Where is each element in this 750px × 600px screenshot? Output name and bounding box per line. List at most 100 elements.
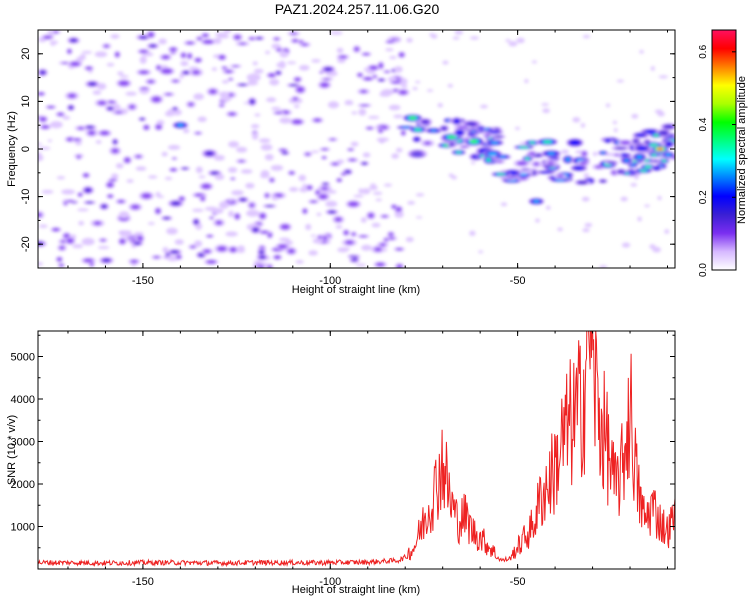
spectrogram-contour — [545, 205, 551, 210]
snr-x-label: Height of straight line (km) — [292, 584, 420, 596]
spectrogram-contour — [130, 259, 139, 264]
spectrogram-contour — [38, 262, 43, 266]
snr-y-tick-label: 5000 — [11, 352, 35, 364]
spectrogram-contour — [198, 253, 204, 257]
spectrogram-contour — [302, 208, 308, 214]
spectrogram-contour — [488, 131, 499, 134]
spectrogram-contour — [541, 171, 551, 174]
spectrogram-contour — [236, 146, 248, 153]
spectrogram-contour — [209, 216, 214, 219]
spectrogram-contour — [276, 71, 281, 75]
spectrogram-contour — [278, 237, 291, 242]
spectrogram-contour — [363, 77, 373, 81]
spectrogram-contour — [633, 139, 639, 144]
spectrogram-contour — [464, 137, 470, 141]
spectrogram-contour — [286, 61, 297, 65]
spectrogram-contour — [650, 66, 655, 71]
spectrogram-contour — [74, 140, 82, 146]
spectrogram-contour — [664, 229, 670, 234]
spectrogram-contour — [176, 254, 182, 260]
spectrogram-contour — [258, 265, 265, 268]
spectrogram-contour — [206, 234, 213, 238]
spectrogram-contour — [182, 128, 190, 134]
spectrogram-contour — [218, 55, 226, 60]
spectrogram-contour — [378, 62, 384, 69]
spectrogram-contour — [56, 176, 66, 180]
snr-background — [38, 331, 675, 569]
spectrogram-contour — [612, 120, 617, 125]
spectrogram-contour — [41, 189, 54, 194]
spectrogram-contour — [158, 38, 167, 45]
spectrogram-contour — [239, 84, 246, 86]
spectrogram-contour — [260, 230, 269, 234]
spectrogram-contour — [81, 237, 95, 246]
spectrogram-contour — [541, 103, 550, 106]
spectrogram-contour — [651, 153, 657, 156]
spectrogram-contour — [57, 112, 64, 116]
spectrogram-contour — [581, 151, 587, 157]
spectrogram-contour — [253, 68, 264, 74]
spectrogram-contour — [379, 79, 384, 81]
spectrogram-contour — [437, 103, 443, 108]
spectrogram-contour — [73, 138, 81, 141]
spectrogram-contour — [231, 65, 240, 68]
spectrogram-contour — [140, 87, 149, 90]
spectrogram-contour — [556, 175, 564, 179]
spectrogram-contour — [66, 237, 74, 244]
spectrogram-contour — [321, 148, 329, 151]
spectrogram-contour — [547, 160, 555, 164]
spectrogram-contour — [666, 142, 672, 146]
spectrogram-contour — [525, 157, 530, 160]
spectrogram-contour — [301, 43, 309, 47]
spectrogram-contour — [130, 204, 140, 210]
spectrogram-contour — [97, 246, 110, 250]
spectrogram-contour — [93, 221, 102, 226]
spectrogram-contour — [415, 80, 421, 84]
spectrogram-contour — [514, 126, 521, 130]
spectrogram-contour — [361, 244, 372, 251]
spectrogram-contour — [185, 41, 195, 45]
spectrogram-y-tick-label: -10 — [20, 189, 32, 205]
spectrogram-contour — [357, 73, 363, 77]
spectrogram-contour — [292, 97, 298, 101]
spectrogram-contour — [38, 242, 43, 246]
spectrogram-contour — [38, 224, 48, 228]
spectrogram-contour — [50, 121, 63, 129]
spectrogram-contour — [258, 138, 271, 143]
spectrogram-contour — [92, 90, 102, 95]
spectrogram-contour — [287, 248, 295, 254]
spectrogram-contour — [533, 162, 540, 166]
spectrogram-contour — [320, 82, 330, 88]
spectrogram-contour — [260, 144, 273, 151]
spectrogram-contour — [177, 123, 184, 127]
spectrogram-contour — [81, 50, 93, 54]
spectrogram-contour — [391, 204, 397, 209]
spectrogram-contour — [494, 135, 503, 138]
spectrogram-contour — [621, 242, 631, 248]
spectrogram-contour — [138, 70, 149, 75]
spectrogram-contour — [222, 66, 227, 69]
spectrogram-contour — [126, 179, 134, 183]
spectrogram-x-tick-label: -150 — [132, 275, 154, 287]
spectrogram-contour — [280, 224, 290, 230]
spectrogram-contour — [636, 155, 643, 159]
spectrogram-contour — [246, 73, 261, 82]
spectrogram-contour — [195, 132, 201, 135]
spectrogram-contour — [374, 247, 382, 252]
spectrogram-contour — [214, 173, 225, 181]
spectrogram-contour — [570, 140, 580, 146]
spectrogram-contour — [201, 183, 212, 190]
spectrogram-contour — [630, 164, 636, 167]
spectrogram-contour — [414, 128, 422, 131]
spectrogram-x-label: Height of straight line (km) — [292, 284, 420, 296]
spectrogram-contour — [253, 227, 259, 232]
spectrogram-contour — [415, 193, 425, 197]
spectrogram-contour — [271, 196, 279, 201]
spectrogram-contour — [139, 56, 147, 64]
spectrogram-contour — [115, 163, 124, 169]
spectrogram-contour — [228, 78, 233, 81]
spectrogram-contour — [252, 61, 258, 66]
spectrogram-contour — [329, 138, 336, 141]
spectrogram-contour — [140, 118, 145, 121]
spectrogram-contour — [393, 114, 404, 119]
